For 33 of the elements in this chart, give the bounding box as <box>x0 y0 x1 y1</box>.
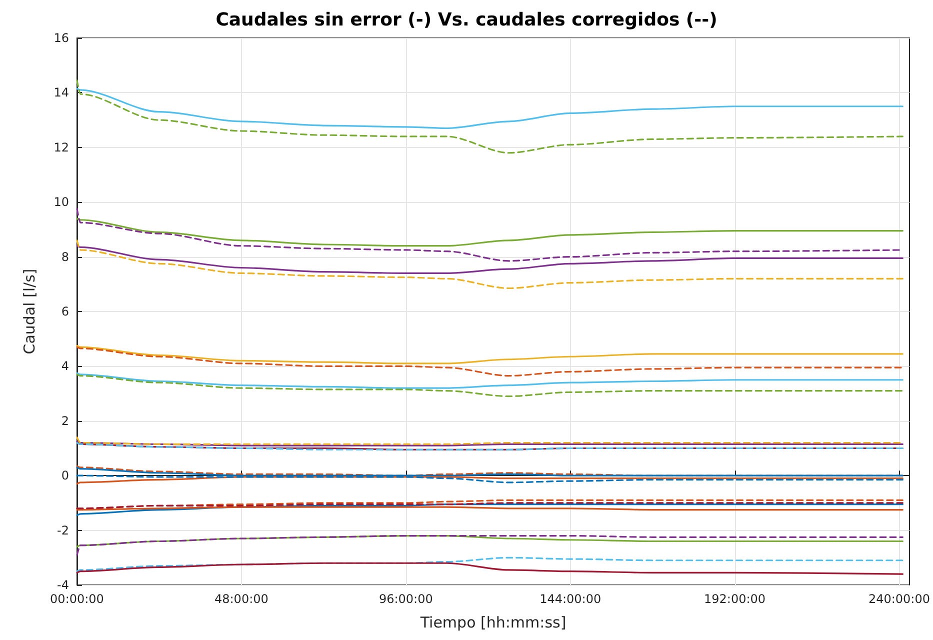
chart-title: Caudales sin error (-) Vs. caudales corregidos (--) <box>216 10 718 30</box>
x-axis-title: Tiempo [hh:mm:ss] <box>419 614 566 632</box>
line-series <box>76 218 904 247</box>
line-series <box>76 245 904 274</box>
x-tick-label: 96:00:00 <box>378 592 433 606</box>
line-series <box>76 504 904 516</box>
x-tick-label: 144:00:00 <box>540 592 602 606</box>
y-tick-label: 12 <box>54 140 69 154</box>
line-series <box>76 534 904 556</box>
y-tick-label: 10 <box>54 195 69 210</box>
line-series <box>76 442 904 450</box>
y-tick-label: -4 <box>57 578 69 592</box>
y-tick-label: 2 <box>61 414 69 428</box>
x-tick-label: 192:00:00 <box>704 592 766 606</box>
line-series <box>76 372 904 389</box>
line-series <box>76 344 904 364</box>
y-tick-label: 8 <box>61 250 69 264</box>
line-series <box>76 562 904 575</box>
y-tick-label: -2 <box>57 523 69 538</box>
y-tick-label: 16 <box>54 31 69 45</box>
line-series <box>76 240 904 290</box>
line-series <box>76 88 904 130</box>
line-series <box>76 80 904 154</box>
x-tick-label: 00:00:00 <box>50 592 104 606</box>
line-series <box>76 346 904 377</box>
y-tick-label: 6 <box>61 304 69 318</box>
x-tick-label: 240:00:00 <box>868 592 930 606</box>
y-tick-label: 4 <box>61 359 69 374</box>
x-tick-label: 48:00:00 <box>214 592 268 606</box>
y-axis-title: Caudal [l/s] <box>20 268 38 354</box>
line-series <box>76 374 904 398</box>
y-tick-label: 14 <box>54 86 69 100</box>
y-tick-label: 0 <box>61 468 69 483</box>
